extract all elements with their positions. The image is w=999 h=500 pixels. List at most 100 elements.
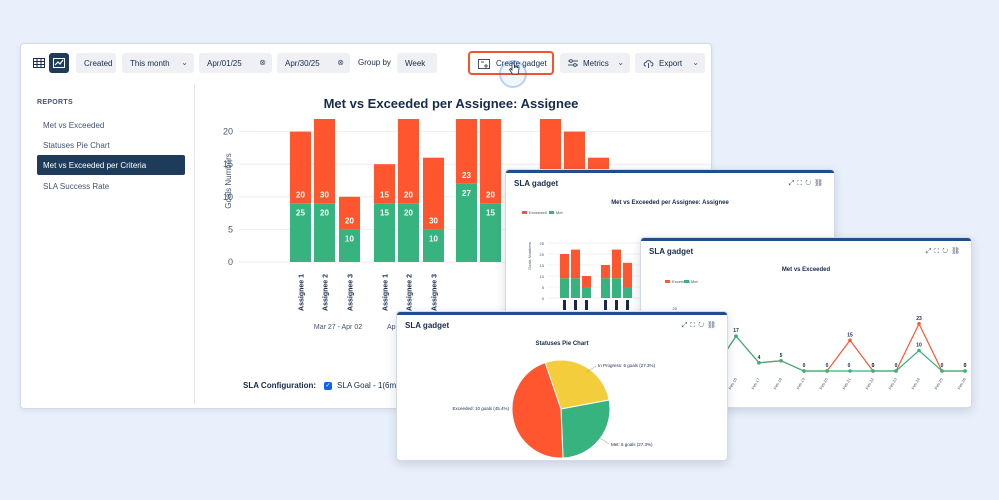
bar-exceeded xyxy=(480,119,501,204)
x-tick-label: Assignee 1 xyxy=(299,274,306,311)
link-icon[interactable]: ⛓ xyxy=(814,180,826,187)
line-met xyxy=(712,335,965,372)
metrics-label: Metrics xyxy=(583,58,609,68)
bar-value-label: 10 xyxy=(345,234,354,243)
refresh-icon[interactable]: ↻ xyxy=(805,180,815,187)
point-value-label: 0 xyxy=(848,363,851,369)
link-icon[interactable]: ⛓ xyxy=(951,248,963,255)
legend-swatch xyxy=(665,280,670,283)
bar-value-label: 25 xyxy=(296,208,305,217)
sla-config-label: SLA Configuration: xyxy=(243,381,317,390)
date-to-input[interactable]: Apr/30/25 ⊗ xyxy=(277,53,350,73)
bar-value-label: 20 xyxy=(345,216,354,225)
point-met xyxy=(894,369,898,373)
bar-value-label: 20 xyxy=(404,190,413,199)
bar-met xyxy=(339,229,360,262)
bar-value-label: 30 xyxy=(320,190,329,199)
gadget-pie-chart: In Progress: 6 goals (27.3%) Met: 6 goals… xyxy=(452,359,656,459)
gadget-chart-title: Met vs Exceeded xyxy=(781,267,831,273)
fullscreen-icon[interactable]: ⛶ xyxy=(934,248,943,255)
y-axis-label: Goals Numbers xyxy=(224,153,233,209)
expand-icon[interactable]: ⤢ xyxy=(681,322,691,329)
x-tick-label xyxy=(585,300,588,310)
clear-icon[interactable]: ⊗ xyxy=(259,58,266,67)
bar-met xyxy=(623,287,632,298)
group-label: Mar 27 - Apr 02 xyxy=(314,324,362,331)
chart-view-button[interactable] xyxy=(49,53,69,73)
date-from-value: Apr/01/25 xyxy=(207,58,242,68)
x-tick-label: Feb 23 xyxy=(887,376,898,390)
legend-swatch xyxy=(522,211,527,214)
export-label: Export xyxy=(659,58,683,68)
x-tick-label: Feb 20 xyxy=(818,376,829,390)
chevron-down-icon: ⌄ xyxy=(617,58,624,67)
point-met xyxy=(871,369,875,373)
sidebar-item-met-vs-exceeded-per-criteria[interactable]: Met vs Exceeded per Criteria xyxy=(37,155,185,175)
point-met xyxy=(825,369,829,373)
legend-swatch xyxy=(549,211,554,214)
gadget-title: SLA gadget xyxy=(649,247,694,256)
bar-exceeded xyxy=(314,119,335,204)
x-tick-label: Feb 17 xyxy=(750,376,761,390)
point-value-label: 10 xyxy=(916,343,922,349)
x-tick-label: Feb 24 xyxy=(910,376,921,390)
x-tick-label: Feb 16 xyxy=(727,376,738,390)
y-tick-label: 10 xyxy=(540,274,545,279)
bar-met xyxy=(601,278,610,298)
bar-value-label: 20 xyxy=(404,208,413,217)
gadget-accent-line xyxy=(397,312,727,315)
chevron-down-icon: ⌄ xyxy=(692,58,699,67)
bar-met xyxy=(571,278,580,298)
point-met xyxy=(940,369,944,373)
sla-goal-checkbox[interactable]: ✓ xyxy=(324,381,333,390)
link-icon[interactable]: ⛓ xyxy=(707,322,719,329)
clear-icon[interactable]: ⊗ xyxy=(337,58,344,67)
date-from-input[interactable]: Apr/01/25 ⊗ xyxy=(199,53,272,73)
y-tick-label: 20 xyxy=(223,127,233,137)
point-value-label: 0 xyxy=(895,363,898,369)
fullscreen-icon[interactable]: ⛶ xyxy=(797,180,806,187)
metrics-select[interactable]: Metrics ⌄ xyxy=(560,53,630,73)
gadget-actions: ⤢⛶↻⛓ xyxy=(682,321,719,330)
fullscreen-icon[interactable]: ⛶ xyxy=(690,322,699,329)
refresh-icon[interactable]: ↻ xyxy=(942,248,952,255)
sla-configuration: SLA Configuration: ✓ SLA Goal - 1(6m xyxy=(243,381,396,390)
x-tick-label: Assignee 3 xyxy=(432,274,439,311)
expand-icon[interactable]: ⤢ xyxy=(925,248,935,255)
period-select[interactable]: This month ⌄ xyxy=(122,53,194,73)
legend-label: Met xyxy=(556,210,564,215)
bar-exceeded xyxy=(339,196,360,230)
gadget-title: SLA gadget xyxy=(514,179,559,188)
refresh-icon[interactable]: ↻ xyxy=(698,322,708,329)
sidebar-divider xyxy=(194,84,195,404)
bar-value-label: 27 xyxy=(462,189,471,198)
sidebar-item-sla-success-rate[interactable]: SLA Success Rate xyxy=(43,181,110,191)
legend-label: Exceeded xyxy=(672,279,690,284)
gadget-title: SLA gadget xyxy=(405,321,450,330)
expand-icon[interactable]: ⤢ xyxy=(788,180,798,187)
y-tick-label: 10 xyxy=(223,192,233,202)
point-met xyxy=(779,358,783,363)
field-select-label: Created xyxy=(84,58,113,68)
toolbar: Created This month ⌄ Apr/01/25 ⊗ Apr/30/25… xyxy=(21,44,711,88)
table-view-button[interactable] xyxy=(29,53,49,73)
bar-exceeded xyxy=(582,276,591,287)
gadget-accent-line xyxy=(506,170,834,173)
point-value-label: 15 xyxy=(847,332,853,338)
y-tick-label: 0 xyxy=(228,257,233,267)
legend-swatch xyxy=(684,280,689,283)
bar-value-label: 15 xyxy=(380,208,389,217)
sidebar-item-statuses-pie-chart[interactable]: Statuses Pie Chart xyxy=(43,140,110,150)
pie-label: Exceeded: 10 goals (45.4%) xyxy=(452,406,509,411)
export-select[interactable]: Export ⌄ xyxy=(635,53,705,73)
y-tick-label: 5 xyxy=(228,224,233,234)
group-by-select[interactable]: Week xyxy=(397,53,437,73)
chevron-down-icon: ⌄ xyxy=(181,58,188,67)
x-tick-label xyxy=(626,300,629,310)
field-select[interactable]: Created xyxy=(76,53,116,73)
pie-label: In Progress: 6 goals (27.3%) xyxy=(598,363,656,368)
y-tick-label: 0 xyxy=(542,296,545,301)
sidebar-item-met-vs-exceeded[interactable]: Met vs Exceeded xyxy=(43,120,105,130)
legend-label: Exceeded xyxy=(529,210,547,215)
sla-gadget-pie[interactable]: SLA gadget ⤢⛶↻⛓ Statuses Pie Chart In Pr… xyxy=(396,311,728,461)
